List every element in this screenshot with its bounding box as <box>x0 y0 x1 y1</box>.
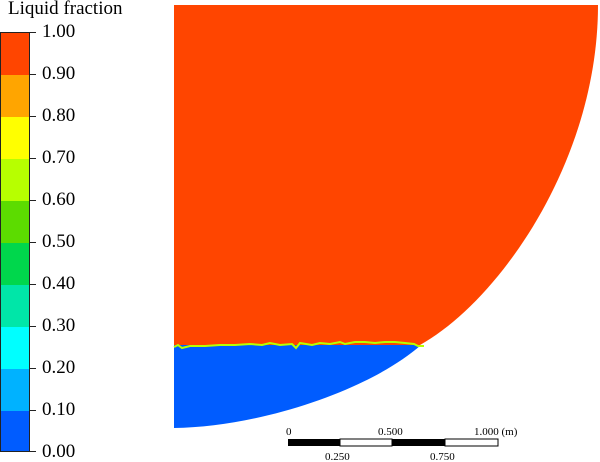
legend-tick-label: 0.20 <box>42 357 76 378</box>
legend-tick-label: 0.60 <box>42 189 76 210</box>
legend-tick-mark <box>30 32 36 33</box>
legend-tick-label: 0.30 <box>42 315 76 336</box>
legend-band-2 <box>1 117 29 160</box>
scale-label-0500: 0.500 <box>378 426 403 438</box>
legend-tick-mark <box>30 451 36 452</box>
legend-title: Liquid fraction <box>8 0 123 19</box>
scale-segment-4 <box>444 438 499 447</box>
legend-tick-mark <box>30 284 36 285</box>
legend-band-7 <box>1 327 29 370</box>
legend-band-0 <box>1 33 29 76</box>
scale-label-1000: 1.000 (m) <box>474 426 518 438</box>
legend-tick-label: 0.70 <box>42 147 76 168</box>
legend-tick-mark <box>30 74 36 75</box>
legend-tick-mark <box>30 200 36 201</box>
scale-label-0250: 0.250 <box>325 451 350 462</box>
melt-interface-line <box>173 340 424 350</box>
legend-tick-label: 1.00 <box>42 21 76 42</box>
legend-band-9 <box>1 411 29 451</box>
legend-tick-label: 0.40 <box>42 273 76 294</box>
legend-band-6 <box>1 285 29 328</box>
solid-region <box>174 345 421 428</box>
legend-band-5 <box>1 243 29 286</box>
scale-segment-3 <box>392 439 445 446</box>
legend-tick-mark <box>30 158 36 159</box>
legend-tick-label: 0.50 <box>42 231 76 252</box>
scale-label-0: 0 <box>286 426 292 438</box>
legend-tick-label: 0.10 <box>42 399 76 420</box>
legend-band-8 <box>1 369 29 412</box>
scale-segment-2 <box>339 438 393 447</box>
scale-segment-1 <box>288 439 340 446</box>
legend-tick-mark <box>30 368 36 369</box>
legend-band-3 <box>1 159 29 202</box>
color-legend-bar <box>0 32 30 452</box>
legend-band-4 <box>1 201 29 244</box>
legend-tick-mark <box>30 242 36 243</box>
legend-band-1 <box>1 75 29 118</box>
legend-tick-label: 0.80 <box>42 105 76 126</box>
legend-tick-mark <box>30 116 36 117</box>
legend-tick-label: 0.00 <box>42 441 76 462</box>
scale-label-0750: 0.750 <box>430 451 455 462</box>
legend-tick-mark <box>30 410 36 411</box>
legend-tick-label: 0.90 <box>42 63 76 84</box>
legend-tick-mark <box>30 326 36 327</box>
liquid-region <box>174 5 598 348</box>
scale-bar: 0 0.500 1.000 (m) 0.250 0.750 <box>286 426 518 462</box>
